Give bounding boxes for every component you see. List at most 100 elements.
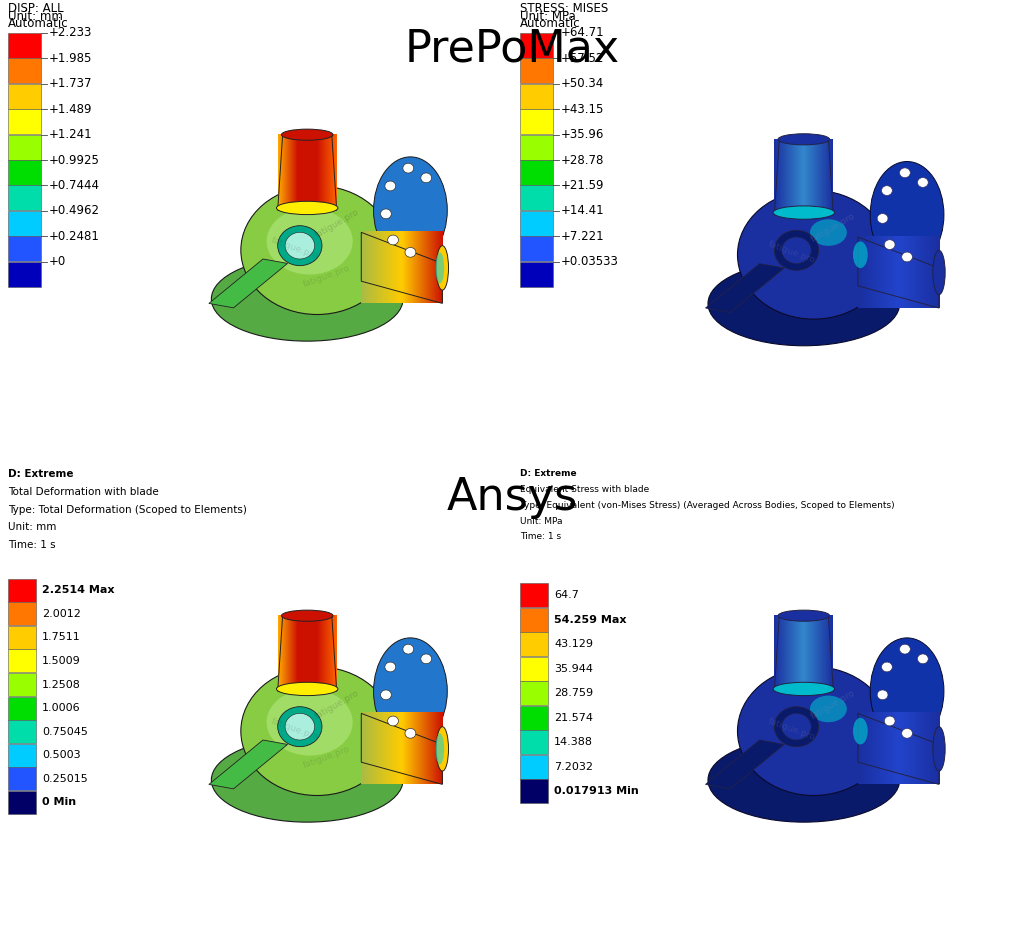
FancyBboxPatch shape	[519, 755, 548, 779]
FancyBboxPatch shape	[519, 236, 553, 261]
Circle shape	[878, 214, 888, 223]
FancyBboxPatch shape	[519, 160, 553, 185]
Text: 43.129: 43.129	[554, 639, 593, 649]
Text: 1.2508: 1.2508	[42, 680, 81, 689]
FancyBboxPatch shape	[519, 262, 553, 287]
Text: fatigue.pro: fatigue.pro	[810, 688, 857, 721]
Text: 7.2032: 7.2032	[554, 762, 593, 771]
Circle shape	[278, 707, 322, 746]
Ellipse shape	[853, 241, 867, 268]
Circle shape	[385, 181, 395, 191]
Text: fatigue.pro: fatigue.pro	[313, 688, 360, 721]
Text: Total Deformation with blade: Total Deformation with blade	[8, 487, 159, 497]
FancyBboxPatch shape	[519, 109, 553, 134]
Text: Automatic: Automatic	[8, 17, 69, 30]
Text: 64.7: 64.7	[554, 590, 579, 600]
Polygon shape	[706, 264, 784, 313]
Circle shape	[882, 662, 892, 672]
FancyBboxPatch shape	[519, 681, 548, 705]
Text: +21.59: +21.59	[561, 179, 604, 192]
Text: fatigue.pro: fatigue.pro	[270, 716, 319, 742]
FancyBboxPatch shape	[8, 32, 41, 57]
Circle shape	[388, 716, 398, 726]
FancyBboxPatch shape	[8, 649, 36, 672]
Text: Time: 1 s: Time: 1 s	[519, 533, 561, 541]
FancyBboxPatch shape	[681, 629, 927, 862]
Text: Type: Equivalent (von-Mises Stress) (Averaged Across Bodies, Scoped to Elements): Type: Equivalent (von-Mises Stress) (Ave…	[519, 501, 894, 510]
Ellipse shape	[853, 718, 867, 745]
Text: 21.574: 21.574	[554, 713, 593, 722]
Text: +0: +0	[49, 255, 66, 268]
Text: Unit: MPa: Unit: MPa	[519, 516, 562, 525]
Polygon shape	[209, 259, 288, 308]
Circle shape	[885, 716, 895, 726]
Ellipse shape	[870, 638, 944, 745]
Circle shape	[278, 226, 322, 265]
Circle shape	[781, 713, 811, 740]
Text: +57.52: +57.52	[561, 52, 604, 65]
Ellipse shape	[282, 610, 333, 622]
Ellipse shape	[933, 251, 945, 295]
FancyBboxPatch shape	[519, 83, 553, 108]
Text: +28.78: +28.78	[561, 154, 604, 166]
Ellipse shape	[266, 208, 352, 275]
FancyBboxPatch shape	[8, 673, 36, 696]
Circle shape	[406, 729, 416, 738]
FancyBboxPatch shape	[519, 32, 553, 57]
Text: Equivalent Stress with blade: Equivalent Stress with blade	[519, 485, 649, 494]
Circle shape	[421, 654, 432, 664]
FancyBboxPatch shape	[519, 779, 548, 803]
Text: +1.489: +1.489	[49, 103, 92, 116]
Circle shape	[902, 253, 912, 262]
Text: D: Extreme: D: Extreme	[8, 470, 73, 479]
FancyBboxPatch shape	[8, 720, 36, 744]
Circle shape	[882, 186, 892, 195]
Ellipse shape	[436, 727, 449, 771]
Ellipse shape	[810, 219, 847, 246]
FancyBboxPatch shape	[8, 625, 36, 649]
Text: 0.75045: 0.75045	[42, 727, 88, 736]
Text: PrePoMax: PrePoMax	[404, 28, 620, 70]
Text: fatigue.pro: fatigue.pro	[313, 207, 360, 240]
Text: Unit: mm: Unit: mm	[8, 522, 56, 532]
Ellipse shape	[810, 696, 847, 722]
Ellipse shape	[374, 157, 447, 264]
Ellipse shape	[708, 738, 900, 822]
Text: 28.759: 28.759	[554, 688, 593, 698]
Text: 1.7511: 1.7511	[42, 633, 81, 642]
Circle shape	[781, 237, 811, 264]
FancyBboxPatch shape	[8, 211, 41, 236]
FancyBboxPatch shape	[8, 185, 41, 211]
Ellipse shape	[778, 134, 829, 145]
Ellipse shape	[266, 689, 352, 756]
Circle shape	[885, 240, 895, 250]
Ellipse shape	[870, 162, 944, 268]
Ellipse shape	[773, 206, 835, 219]
Circle shape	[918, 654, 929, 664]
Text: +0.2481: +0.2481	[49, 229, 99, 243]
Ellipse shape	[211, 738, 403, 822]
Text: 0 Min: 0 Min	[42, 797, 76, 808]
Text: 2.0012: 2.0012	[42, 609, 81, 619]
FancyBboxPatch shape	[519, 583, 548, 608]
Circle shape	[388, 235, 398, 245]
Text: 35.944: 35.944	[554, 664, 593, 673]
Circle shape	[902, 729, 912, 738]
Text: STRESS: MISES: STRESS: MISES	[519, 2, 608, 16]
Text: +7.221: +7.221	[561, 229, 604, 243]
Text: fatigue.pro: fatigue.pro	[302, 745, 352, 771]
Ellipse shape	[276, 683, 338, 696]
Text: fatigue.pro: fatigue.pro	[767, 716, 816, 742]
Polygon shape	[706, 740, 784, 789]
Text: fatigue.pro: fatigue.pro	[810, 212, 857, 244]
Circle shape	[402, 644, 414, 654]
Circle shape	[381, 209, 391, 218]
Circle shape	[918, 178, 929, 188]
FancyBboxPatch shape	[8, 262, 41, 287]
Text: +14.41: +14.41	[561, 204, 604, 217]
Ellipse shape	[241, 667, 393, 796]
FancyBboxPatch shape	[519, 706, 548, 730]
FancyBboxPatch shape	[8, 744, 36, 767]
Text: 0.017913 Min: 0.017913 Min	[554, 786, 639, 796]
Text: +35.96: +35.96	[561, 128, 604, 142]
